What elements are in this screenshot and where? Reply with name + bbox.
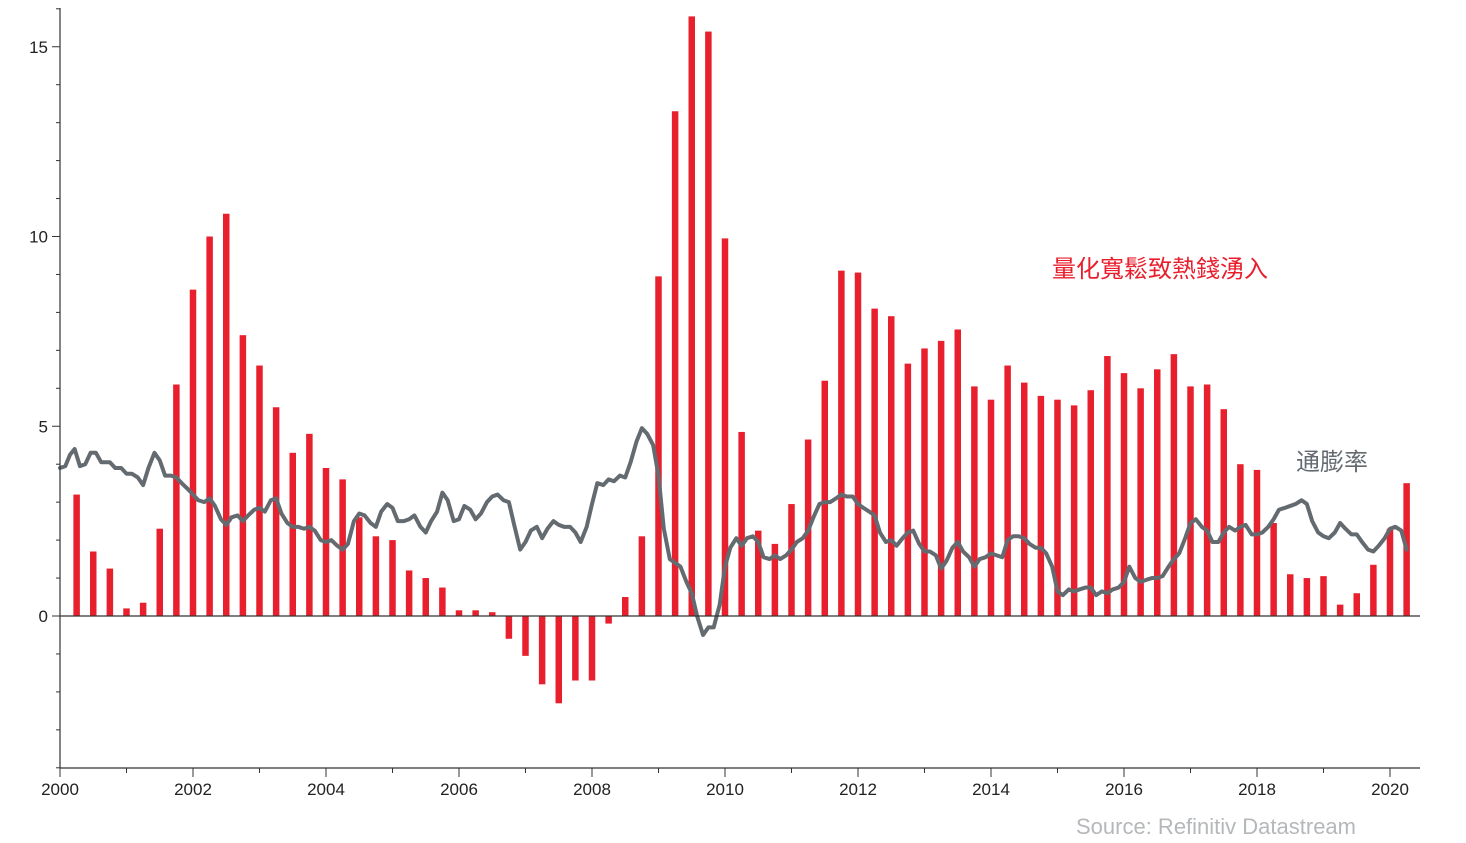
bar <box>1087 390 1094 616</box>
bar <box>522 616 529 656</box>
bar <box>1386 528 1394 616</box>
bar <box>422 578 429 616</box>
bar <box>1154 369 1161 616</box>
x-tick-label: 2004 <box>307 780 345 799</box>
bar <box>721 238 729 616</box>
bar <box>223 213 230 617</box>
x-tick-label: 2014 <box>972 780 1010 799</box>
bar <box>256 365 263 616</box>
bar <box>1220 409 1227 616</box>
bar <box>572 616 579 681</box>
x-tick-label: 2018 <box>1238 780 1276 799</box>
bar <box>439 587 446 616</box>
bar <box>90 551 97 616</box>
bar <box>904 363 912 616</box>
x-tick-label: 2000 <box>41 780 79 799</box>
bar <box>139 602 147 616</box>
bar <box>588 616 596 681</box>
bar <box>505 616 513 639</box>
bar <box>1137 388 1144 616</box>
x-tick-label: 2016 <box>1105 780 1143 799</box>
bar <box>1037 395 1045 616</box>
bar <box>356 517 363 616</box>
bar <box>1370 564 1377 616</box>
bar <box>1353 593 1360 616</box>
bar <box>106 568 114 616</box>
bar <box>123 608 130 616</box>
line-series-label: 通膨率 <box>1296 448 1368 476</box>
bar <box>173 384 180 616</box>
bar <box>671 111 679 616</box>
bar <box>655 276 662 616</box>
bar <box>971 386 978 616</box>
bar <box>871 308 878 616</box>
bar <box>605 616 612 624</box>
bar <box>888 316 895 616</box>
bar <box>838 270 845 616</box>
bar <box>372 536 380 616</box>
bar <box>239 335 247 616</box>
bar <box>738 431 745 616</box>
bar <box>73 494 80 616</box>
bar <box>1203 384 1211 616</box>
inflation-line <box>58 426 1409 637</box>
bar <box>771 543 779 616</box>
bar <box>405 570 413 616</box>
bar <box>755 530 762 616</box>
bar <box>921 348 928 616</box>
bar-series <box>73 16 1410 704</box>
y-tick-label: 5 <box>39 417 48 436</box>
x-tick-label: 2012 <box>839 780 877 799</box>
bar <box>1237 464 1244 616</box>
x-tick-label: 2020 <box>1371 780 1409 799</box>
y-tick-label: 10 <box>29 228 48 247</box>
bar <box>854 272 862 616</box>
bar <box>272 407 280 616</box>
bar <box>1336 604 1344 616</box>
bar <box>1104 356 1111 616</box>
bar <box>1170 354 1178 616</box>
bar <box>622 597 629 616</box>
bar <box>1021 382 1028 616</box>
bar <box>1270 523 1277 616</box>
bar <box>1054 399 1061 616</box>
bar <box>289 452 296 616</box>
bar <box>156 528 163 616</box>
line-series <box>58 426 1409 637</box>
source-note: Source: Refinitiv Datastream <box>1076 814 1356 839</box>
x-tick-label: 2002 <box>174 780 212 799</box>
bar <box>389 540 396 616</box>
bar <box>705 31 712 616</box>
bar <box>954 329 961 616</box>
bar <box>1320 576 1327 616</box>
bar <box>538 616 546 685</box>
bar <box>1120 373 1128 616</box>
bar <box>1187 386 1194 616</box>
bar <box>1287 574 1294 616</box>
bar <box>638 536 646 616</box>
bar <box>472 610 479 616</box>
bar <box>937 340 945 616</box>
axes: 0 5 10 15 2000 2002 2004 2006 2008 2010 2012 2014 20… <box>29 8 1420 799</box>
bar <box>206 236 213 616</box>
x-tick-label: 2010 <box>706 780 744 799</box>
bar <box>555 616 562 704</box>
y-tick-label: 0 <box>39 607 48 626</box>
bar <box>987 399 995 616</box>
bar <box>1004 365 1011 616</box>
bar <box>489 612 496 616</box>
bar <box>1303 578 1311 616</box>
bar <box>788 504 795 616</box>
bar <box>1070 405 1078 616</box>
y-tick-label: 15 <box>29 38 48 57</box>
bar <box>189 289 197 616</box>
bar <box>821 380 828 616</box>
bar <box>1253 469 1261 616</box>
x-tick-label: 2006 <box>440 780 478 799</box>
bar <box>455 610 463 616</box>
bars-series-label: 量化寬鬆致熱錢湧入 <box>1052 255 1268 283</box>
bar <box>688 16 695 616</box>
x-tick-label: 2008 <box>573 780 611 799</box>
